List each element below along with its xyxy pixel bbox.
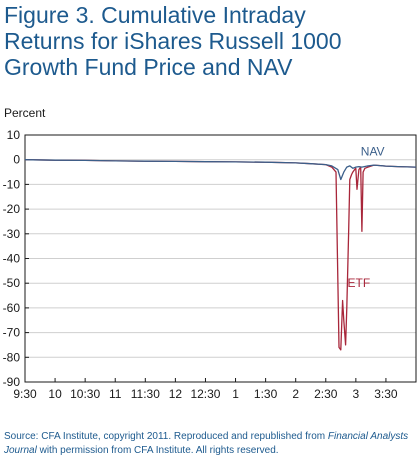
y-tick-label: -20: [3, 202, 21, 216]
x-tick-label: 11: [109, 387, 122, 401]
x-tick-label: 9:30: [13, 387, 37, 401]
y-tick-label: -90: [3, 375, 21, 389]
x-tick-label: 1:30: [254, 387, 278, 401]
y-tick-label: -70: [3, 326, 21, 340]
series-layer: [24, 159, 417, 351]
y-tick-label: -60: [3, 301, 21, 315]
y-tick-label: -40: [3, 252, 21, 266]
source-prefix: Source: CFA Institute, copyright 2011. R…: [4, 431, 326, 442]
series-label-layer: NAV ETF: [348, 144, 385, 290]
source-note: Source: CFA Institute, copyright 2011. R…: [4, 430, 418, 458]
series-line-nav: [24, 159, 417, 181]
y-axis-unit-label: Percent: [4, 106, 46, 120]
x-tick-label: 10:30: [70, 387, 100, 401]
series-label-etf: ETF: [348, 276, 371, 290]
x-tick-label: 3: [353, 387, 360, 401]
chart-plot: 10 0 -10 -20 -30 -40 -50 -60 -70 -80 -909:30 10 10:3…: [3, 128, 417, 401]
x-tick-label: 12:30: [190, 387, 220, 401]
x-tick-label: 10: [48, 387, 62, 401]
y-tick-label: -30: [3, 227, 21, 241]
series-label-nav: NAV: [361, 144, 385, 158]
x-tick-label: 3:30: [374, 387, 398, 401]
y-tick-label: -80: [3, 350, 21, 364]
tick-layer: 10 0 -10 -20 -30 -40 -50 -60 -70 -80 -909:30 10 10:3…: [3, 128, 398, 401]
y-tick-label: -10: [3, 177, 21, 191]
title-line-3: Growth Fund Price and NAV: [4, 54, 293, 80]
chart-title: Figure 3. Cumulative Intraday Returns fo…: [4, 2, 414, 80]
series-line-etf: [24, 159, 417, 351]
source-journal: Financial Analysts Journal: [4, 431, 409, 456]
y-tick-label: -50: [3, 276, 21, 290]
x-tick-label: 2:30: [314, 387, 338, 401]
grid-layer: [25, 159, 416, 358]
x-tick-label: 11:30: [131, 387, 160, 401]
y-tick-label: 10: [7, 128, 21, 142]
source-suffix: with permission from CFA Institute. All …: [36, 445, 279, 456]
title-line-1: Figure 3. Cumulative Intraday: [4, 2, 306, 28]
title-line-2: Returns for iShares Russell 1000: [4, 28, 342, 54]
x-tick-label: 1: [232, 387, 239, 401]
x-tick-label: 12: [169, 387, 183, 401]
x-tick-label: 2: [292, 387, 299, 401]
y-tick-label: 0: [13, 153, 20, 167]
